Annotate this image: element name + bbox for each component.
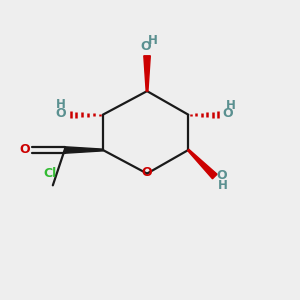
Text: O: O [222,107,233,120]
Text: O: O [20,143,30,157]
Text: H: H [218,179,228,192]
Text: O: O [142,166,152,178]
Text: H: H [148,34,158,47]
Polygon shape [188,149,217,179]
Text: O: O [216,169,227,182]
Text: O: O [140,40,151,53]
Polygon shape [144,56,150,91]
Text: H: H [56,98,66,111]
Text: Cl: Cl [43,167,56,180]
Text: H: H [226,99,236,112]
Polygon shape [64,147,103,153]
Text: O: O [56,107,66,120]
